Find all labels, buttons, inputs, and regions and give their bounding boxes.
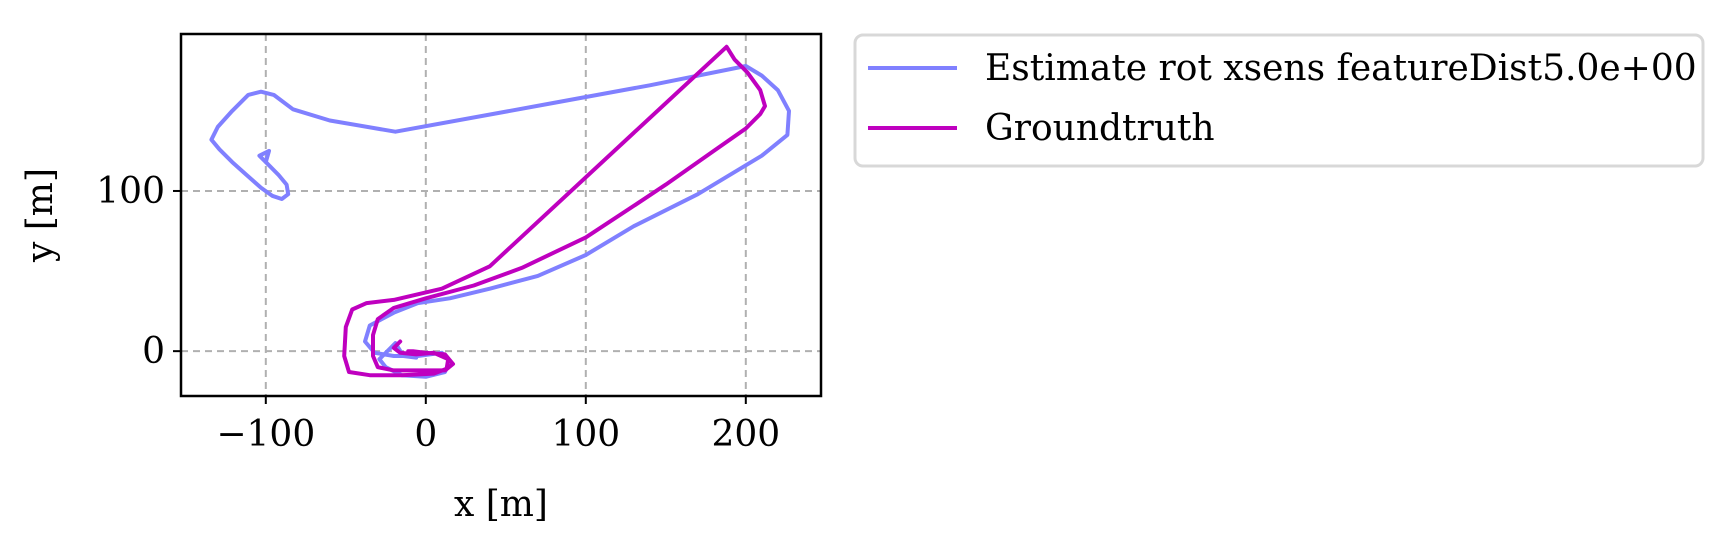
x-tick-label: 200 — [711, 414, 780, 455]
y-axis-label: y [m] — [20, 168, 61, 263]
y-tick-label: 0 — [142, 331, 165, 372]
y-tick-label: 100 — [96, 171, 165, 212]
x-tick-label: 100 — [551, 414, 620, 455]
series-groundtruth-line — [342, 44, 767, 378]
series-lines — [209, 44, 791, 379]
plot-frame — [179, 32, 823, 398]
legend: Estimate rot xsens featureDist5.0e+00 Gr… — [853, 33, 1705, 168]
legend-label-groundtruth: Groundtruth — [985, 108, 1215, 149]
x-tick-label: 0 — [414, 414, 437, 455]
x-tick-label: −100 — [216, 414, 315, 455]
legend-box — [853, 33, 1705, 168]
x-axis-ticks: −100 0 100 200 — [216, 396, 780, 455]
y-axis-ticks: 0 100 — [96, 171, 181, 372]
legend-label-estimate: Estimate rot xsens featureDist5.0e+00 — [985, 48, 1697, 89]
x-axis-label: x [m] — [454, 484, 548, 525]
grid-lines — [181, 34, 821, 396]
series-estimate-line — [209, 64, 791, 379]
